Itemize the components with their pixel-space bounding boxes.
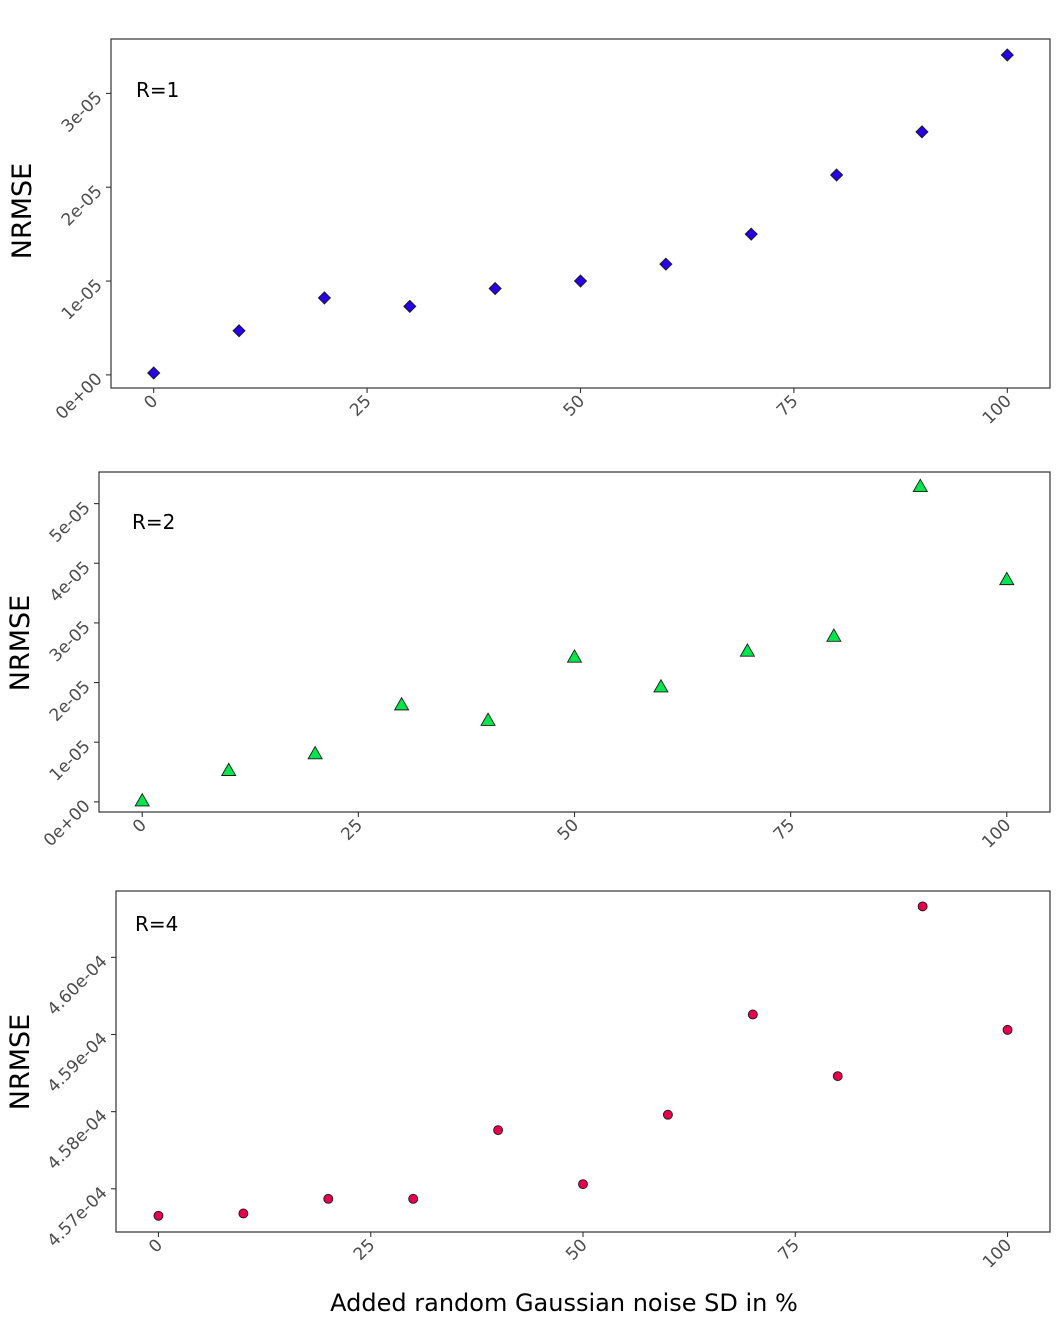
panel-1-xtick-label: 25 — [346, 391, 375, 420]
panel-3-data-point — [917, 901, 928, 912]
panel-1-xtick-label: 0 — [140, 391, 162, 413]
panel-2-data-point — [480, 712, 496, 726]
panel-1-data-point — [829, 168, 844, 182]
panel-1-xtick-label: 100 — [979, 391, 1016, 428]
panel-3-ytick-label: 4.60e-04 — [44, 952, 112, 1020]
panel-3-xtick-label: 0 — [145, 1235, 167, 1257]
panel-2-ytick-label: 4e-05 — [46, 558, 95, 607]
panel-3-xtick-label: 25 — [350, 1235, 379, 1264]
panel-r1-yticks: 0e+00 1e-05 2e-05 3e-05 — [52, 88, 111, 424]
panel-2-data-point — [912, 478, 929, 493]
panel-3-xtick-label: 100 — [979, 1235, 1016, 1272]
panel-1-data-point — [488, 281, 502, 296]
panel-3-data-point — [662, 1109, 673, 1120]
panel-2-data-point — [220, 762, 237, 776]
panel-3-ytick-label: 4.59e-04 — [44, 1029, 112, 1097]
panel-r1: NRMSE R=1 0e+00 1e-05 2e-05 3e-05 0 25 50 75 10… — [7, 38, 1051, 428]
panel-1-data-point — [317, 291, 332, 305]
panel-1-xtick-label: 50 — [560, 391, 589, 420]
panel-1-ytick-label: 3e-05 — [58, 88, 107, 137]
panel-3-data-point — [323, 1193, 334, 1204]
panel-3-xtick-label: 50 — [562, 1235, 591, 1264]
panel-1-xtick-label: 75 — [773, 391, 802, 420]
panel-r1-frame — [110, 38, 1051, 389]
panel-r1-ylabel: NRMSE — [7, 163, 38, 259]
panel-1-ytick-label: 1e-05 — [58, 275, 107, 324]
panel-1-data-point — [1000, 48, 1014, 62]
panel-2-data-point — [393, 696, 410, 711]
panel-r4-yticks: 4.57e-04 4.58e-04 4.59e-04 4.60e-04 — [44, 952, 116, 1251]
panel-r1-label: R=1 — [136, 78, 179, 102]
panel-r2-xticks: 0 25 50 75 100 — [129, 812, 1015, 852]
panel-r2: NRMSE R=2 0e+00 1e-05 2e-05 3e-05 4e-05 5e-05… — [5, 471, 1051, 852]
panel-r2-points — [134, 478, 1015, 807]
panel-2-xtick-label: 75 — [770, 815, 799, 844]
panel-1-ytick-label: 0e+00 — [52, 369, 107, 424]
panel-2-data-point — [998, 571, 1015, 586]
panel-3-data-point — [832, 1071, 843, 1082]
panel-2-xtick-label: 0 — [129, 815, 151, 837]
panel-2-xtick-label: 100 — [978, 815, 1015, 852]
panel-2-data-point — [653, 678, 669, 693]
panel-2-ytick-label: 1e-05 — [46, 737, 95, 786]
panel-2-ytick-label: 2e-05 — [46, 677, 95, 726]
panel-2-data-point — [739, 643, 756, 657]
panel-r1-points — [147, 48, 1014, 380]
panel-2-data-point — [307, 745, 323, 760]
panel-2-ytick-label: 3e-05 — [46, 617, 95, 666]
panel-3-data-point — [578, 1179, 588, 1190]
panel-r4-ylabel: NRMSE — [5, 1014, 36, 1110]
panel-2-xtick-label: 50 — [554, 815, 583, 844]
panel-3-ytick-label: 4.58e-04 — [44, 1106, 112, 1174]
panel-r4-points — [153, 901, 1013, 1221]
panel-2-data-point — [826, 628, 842, 642]
panel-3-data-point — [493, 1125, 504, 1136]
panel-1-data-point — [915, 125, 929, 139]
panel-1-data-point — [232, 324, 246, 338]
panel-3-data-point — [238, 1208, 249, 1219]
panel-r4: NRMSE R=4 4.57e-04 4.58e-04 4.59e-04 4.60e-… — [5, 890, 1051, 1272]
panel-r2-ylabel: NRMSE — [5, 595, 36, 691]
panel-1-data-point — [147, 366, 161, 380]
panel-1-data-point — [744, 227, 758, 241]
panel-3-data-point — [747, 1009, 758, 1020]
panel-r2-label: R=2 — [132, 510, 175, 534]
panel-2-ytick-label: 0e+00 — [40, 796, 95, 851]
panel-1-data-point — [659, 257, 673, 271]
panel-3-data-point — [153, 1210, 164, 1221]
panel-r2-frame — [98, 471, 1051, 813]
panel-r1-xticks: 0 25 50 75 100 — [140, 388, 1016, 428]
panel-2-xtick-label: 25 — [337, 815, 366, 844]
panel-1-data-point — [573, 274, 588, 288]
panel-2-data-point — [566, 649, 583, 663]
panel-r4-xticks: 0 25 50 75 100 — [145, 1232, 1016, 1272]
panel-3-data-point — [1002, 1024, 1013, 1035]
panel-3-ytick-label: 4.57e-04 — [44, 1183, 112, 1251]
panel-r2-yticks: 0e+00 1e-05 2e-05 3e-05 4e-05 5e-05 — [40, 498, 99, 851]
panel-r4-label: R=4 — [135, 912, 178, 936]
panel-1-data-point — [403, 299, 417, 314]
panel-2-data-point — [134, 792, 151, 807]
panel-3-xtick-label: 75 — [774, 1235, 803, 1264]
panel-3-data-point — [408, 1193, 419, 1204]
panel-2-ytick-label: 5e-05 — [46, 498, 95, 547]
panel-1-ytick-label: 2e-05 — [58, 182, 107, 231]
x-axis-title: Added random Gaussian noise SD in % — [330, 1289, 798, 1317]
